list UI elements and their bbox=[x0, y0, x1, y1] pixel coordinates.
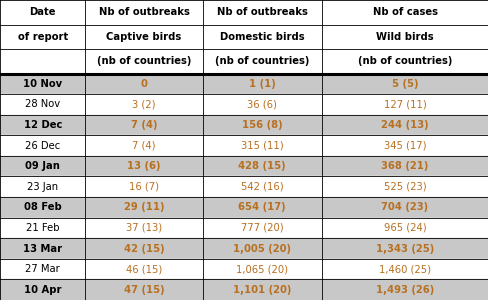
Text: 23 Jan: 23 Jan bbox=[27, 182, 58, 192]
Text: 345 (17): 345 (17) bbox=[384, 141, 427, 151]
Text: Wild birds: Wild birds bbox=[376, 32, 434, 42]
Text: 12 Dec: 12 Dec bbox=[23, 120, 62, 130]
Text: 36 (6): 36 (6) bbox=[247, 99, 277, 110]
Text: Date: Date bbox=[29, 7, 56, 17]
Text: 10 Nov: 10 Nov bbox=[23, 79, 62, 89]
Bar bbox=[0, 279, 488, 300]
Text: 156 (8): 156 (8) bbox=[242, 120, 283, 130]
Text: Captive birds: Captive birds bbox=[106, 32, 182, 42]
Text: 244 (13): 244 (13) bbox=[381, 120, 429, 130]
Text: 13 (6): 13 (6) bbox=[127, 161, 161, 171]
Text: 28 Nov: 28 Nov bbox=[25, 99, 60, 110]
Text: 27 Mar: 27 Mar bbox=[25, 264, 60, 274]
Text: 26 Dec: 26 Dec bbox=[25, 141, 61, 151]
Text: 777 (20): 777 (20) bbox=[241, 223, 284, 233]
Text: 13 Mar: 13 Mar bbox=[23, 244, 62, 254]
Text: (nb of countries): (nb of countries) bbox=[215, 56, 309, 66]
Text: 16 (7): 16 (7) bbox=[129, 182, 159, 192]
Bar bbox=[0, 238, 488, 259]
Text: of report: of report bbox=[18, 32, 68, 42]
Text: 08 Feb: 08 Feb bbox=[24, 202, 61, 212]
Text: 3 (2): 3 (2) bbox=[132, 99, 156, 110]
Bar bbox=[0, 197, 488, 218]
Bar bbox=[0, 74, 488, 94]
Bar bbox=[0, 135, 488, 156]
Text: 7 (4): 7 (4) bbox=[131, 120, 157, 130]
Bar bbox=[0, 176, 488, 197]
Text: 1,460 (25): 1,460 (25) bbox=[379, 264, 431, 274]
Bar bbox=[0, 94, 488, 115]
Bar bbox=[0, 218, 488, 238]
Text: Nb of cases: Nb of cases bbox=[372, 7, 438, 17]
Text: (nb of countries): (nb of countries) bbox=[97, 56, 191, 66]
Text: 525 (23): 525 (23) bbox=[384, 182, 427, 192]
Text: (nb of countries): (nb of countries) bbox=[358, 56, 452, 66]
Text: Nb of outbreaks: Nb of outbreaks bbox=[217, 7, 308, 17]
Text: 1,343 (25): 1,343 (25) bbox=[376, 244, 434, 254]
Bar bbox=[0, 115, 488, 135]
Bar bbox=[0, 0, 488, 74]
Text: 1 (1): 1 (1) bbox=[249, 79, 276, 89]
Text: 10 Apr: 10 Apr bbox=[24, 285, 61, 295]
Text: 5 (5): 5 (5) bbox=[392, 79, 418, 89]
Text: 0: 0 bbox=[141, 79, 147, 89]
Text: 428 (15): 428 (15) bbox=[239, 161, 286, 171]
Bar bbox=[0, 156, 488, 176]
Text: 1,493 (26): 1,493 (26) bbox=[376, 285, 434, 295]
Text: 654 (17): 654 (17) bbox=[239, 202, 286, 212]
Text: 7 (4): 7 (4) bbox=[132, 141, 156, 151]
Bar bbox=[0, 259, 488, 279]
Text: 42 (15): 42 (15) bbox=[123, 244, 164, 254]
Text: 315 (11): 315 (11) bbox=[241, 141, 284, 151]
Text: 09 Jan: 09 Jan bbox=[25, 161, 60, 171]
Text: 47 (15): 47 (15) bbox=[123, 285, 164, 295]
Text: 46 (15): 46 (15) bbox=[126, 264, 162, 274]
Text: 127 (11): 127 (11) bbox=[384, 99, 427, 110]
Text: 1,065 (20): 1,065 (20) bbox=[236, 264, 288, 274]
Text: 1,101 (20): 1,101 (20) bbox=[233, 285, 291, 295]
Text: 368 (21): 368 (21) bbox=[381, 161, 429, 171]
Text: Nb of outbreaks: Nb of outbreaks bbox=[99, 7, 189, 17]
Text: 37 (13): 37 (13) bbox=[126, 223, 162, 233]
Text: 704 (23): 704 (23) bbox=[382, 202, 428, 212]
Text: 542 (16): 542 (16) bbox=[241, 182, 284, 192]
Text: 21 Feb: 21 Feb bbox=[26, 223, 60, 233]
Text: 965 (24): 965 (24) bbox=[384, 223, 427, 233]
Text: 29 (11): 29 (11) bbox=[124, 202, 164, 212]
Text: 1,005 (20): 1,005 (20) bbox=[233, 244, 291, 254]
Text: Domestic birds: Domestic birds bbox=[220, 32, 305, 42]
